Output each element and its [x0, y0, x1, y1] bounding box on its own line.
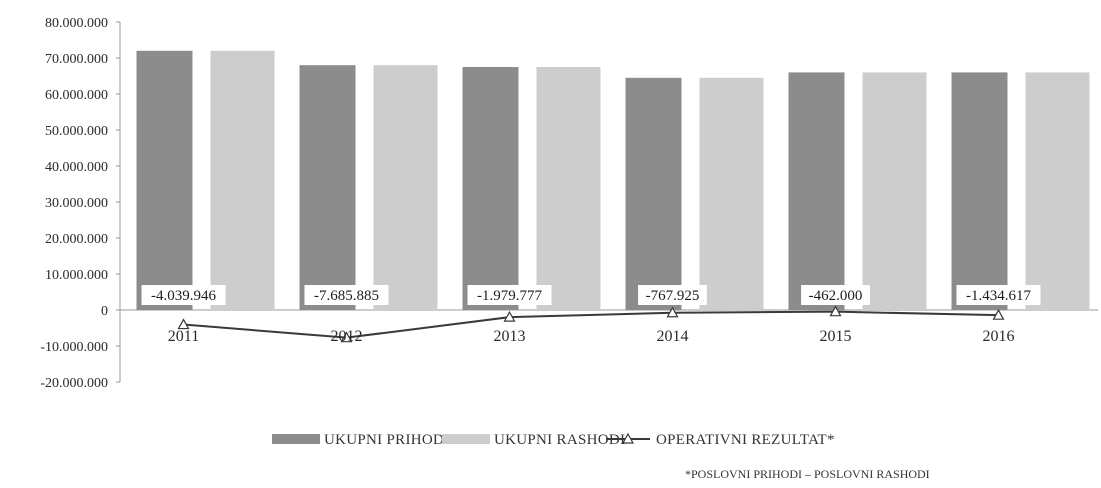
bar-ukupni-rashodi — [1025, 72, 1090, 311]
result-line — [177, 305, 1005, 343]
legend: UKUPNI PRIHODI UKUPNI RASHODI OPERATIVNI… — [272, 432, 835, 448]
bar-ukupni-rashodi — [699, 77, 764, 310]
bar-ukupni-prihodi — [788, 72, 845, 311]
bar-ukupni-prihodi — [625, 77, 682, 310]
y-tick-label: -20.000.000 — [40, 376, 108, 391]
operativni-rezultat-line — [183, 310, 999, 339]
y-tick-label: 50.000.000 — [45, 124, 108, 139]
y-tick-label: 70.000.000 — [45, 52, 108, 67]
y-tick-label: 40.000.000 — [45, 160, 108, 175]
bar-ukupni-prihodi — [299, 65, 356, 310]
y-tick-label: -10.000.000 — [40, 340, 108, 355]
legend-label-rashodi: UKUPNI RASHODI — [494, 432, 625, 448]
data-label: -1.979.777 — [477, 288, 542, 304]
bar-ukupni-prihodi — [462, 67, 519, 310]
data-label: -462.000 — [809, 288, 863, 304]
legend-label-prihodi: UKUPNI PRIHODI — [324, 432, 449, 448]
data-label: -7.685.885 — [314, 288, 379, 304]
bar-ukupni-rashodi — [210, 50, 275, 311]
x-category-label: 2011 — [168, 328, 199, 345]
y-tick-label: 30.000.000 — [45, 196, 108, 211]
data-label-bg — [638, 285, 707, 305]
legend-swatch-rashodi — [442, 434, 490, 444]
operativni-rezultat-point — [340, 331, 353, 343]
y-tick-label: 0 — [101, 304, 108, 319]
footnote: *POSLOVNI PRIHODI – POSLOVNI RASHODI — [685, 467, 930, 481]
data-label-bg — [141, 285, 226, 305]
bars — [136, 50, 1090, 311]
bar-ukupni-prihodi — [136, 50, 193, 311]
x-category-label: 2016 — [983, 328, 1015, 345]
data-label: -1.434.617 — [966, 288, 1031, 304]
legend-marker-rezultat — [621, 432, 635, 444]
y-tick-label: 60.000.000 — [45, 88, 108, 103]
labels: 2011 2012 2013 2014 2015 2016 -4.039.946 -7.685… — [141, 285, 1041, 345]
legend-swatch-prihodi — [272, 434, 320, 444]
bar-ukupni-prihodi — [951, 72, 1008, 311]
y-tick-label: 20.000.000 — [45, 232, 108, 247]
data-label-bg — [467, 285, 552, 305]
operativni-rezultat-point — [503, 310, 516, 322]
x-category-label: 2014 — [657, 328, 689, 345]
bar-ukupni-rashodi — [862, 72, 927, 311]
data-label-bg — [956, 285, 1041, 305]
y-axis: 80.000.000 70.000.000 60.000.000 50.000.000… — [40, 16, 1098, 391]
legend-label-rezultat: OPERATIVNI REZULTAT* — [656, 432, 835, 448]
bar-ukupni-rashodi — [536, 67, 601, 310]
bar-ukupni-rashodi — [373, 65, 438, 310]
x-category-label: 2012 — [331, 328, 363, 345]
operativni-rezultat-point — [666, 306, 679, 318]
operativni-rezultat-point — [829, 305, 842, 317]
data-label-bg — [801, 285, 870, 305]
operativni-rezultat-point — [992, 308, 1005, 320]
y-tick-label: 10.000.000 — [45, 268, 108, 283]
x-category-label: 2015 — [820, 328, 852, 345]
data-label: -767.925 — [646, 288, 700, 304]
operativni-rezultat-point — [177, 318, 190, 330]
y-tick-label: 80.000.000 — [45, 16, 108, 31]
x-category-label: 2013 — [494, 328, 526, 345]
data-label: -4.039.946 — [151, 288, 216, 304]
data-label-bg — [304, 285, 389, 305]
